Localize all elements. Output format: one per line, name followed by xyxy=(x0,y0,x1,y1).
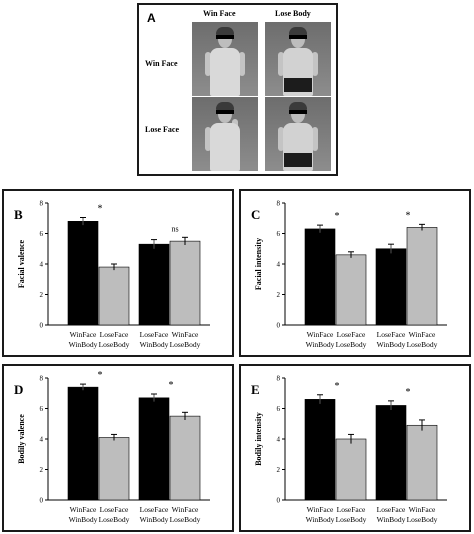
y-tick-label: 8 xyxy=(277,200,281,208)
y-tick-label: 0 xyxy=(277,322,281,330)
panel-e: E Bodily intensity 0 2 4 6 8 WinFace WinBody Lose… xyxy=(239,364,471,532)
category-label: LoseFace WinBody xyxy=(377,505,406,524)
y-tick-label: 0 xyxy=(277,497,281,505)
row-label-win-face: Win Face xyxy=(145,59,178,68)
bar xyxy=(304,399,336,501)
category-label: WinFace LoseBody xyxy=(170,330,201,349)
y-tick-label: 6 xyxy=(40,230,44,238)
y-tick-label: 4 xyxy=(277,261,281,269)
category-label: LoseFace LoseBody xyxy=(336,505,367,524)
photo-win-face-lose-body xyxy=(265,22,331,96)
bar xyxy=(335,438,367,501)
y-tick-label: 2 xyxy=(277,291,281,299)
category-label: LoseFace LoseBody xyxy=(99,330,130,349)
significance-annotation: * xyxy=(169,380,174,391)
y-tick-label: 4 xyxy=(40,261,44,269)
eye-bar-icon xyxy=(289,110,307,114)
y-tick-label: 4 xyxy=(40,436,44,444)
panel-a: A Win Face Lose Body Win Face Lose Face xyxy=(137,3,338,176)
bar xyxy=(138,243,170,326)
bar xyxy=(169,240,201,326)
bar xyxy=(375,248,407,326)
panel-c: C Facial intensity 0 2 4 6 8 WinFace WinBody Lose… xyxy=(239,189,471,357)
significance-annotation: * xyxy=(335,381,340,392)
panel-letter: B xyxy=(14,207,23,222)
category-label: WinFace WinBody xyxy=(306,330,335,349)
category-label: LoseFace WinBody xyxy=(377,330,406,349)
bar xyxy=(375,405,407,501)
panel-letter: D xyxy=(14,382,23,397)
photo-lose-face-lose-body xyxy=(265,97,331,171)
panel-letter-a: A xyxy=(147,11,156,25)
y-tick-label: 6 xyxy=(277,405,281,413)
panel-letter: E xyxy=(251,382,260,397)
y-tick-label: 2 xyxy=(277,466,281,474)
category-label: LoseFace WinBody xyxy=(140,505,169,524)
y-tick-label: 0 xyxy=(40,497,44,505)
panel-b: B Facial valence 0 2 4 6 8 WinFace WinBody LoseFa… xyxy=(2,189,234,357)
photo-lose-face-win-body xyxy=(192,97,258,171)
category-label: WinFace WinBody xyxy=(69,330,98,349)
y-tick-label: 2 xyxy=(40,466,44,474)
panel-d: D Bodily valence 0 2 4 6 8 WinFace WinBody LoseFa… xyxy=(2,364,234,532)
y-tick-label: 8 xyxy=(277,375,281,383)
bar xyxy=(67,386,99,501)
y-tick-label: 4 xyxy=(277,436,281,444)
category-label: WinFace LoseBody xyxy=(407,505,438,524)
y-tick-label: 8 xyxy=(40,200,44,208)
panel-letter: C xyxy=(251,207,260,222)
eye-bar-icon xyxy=(216,35,234,39)
category-label: WinFace LoseBody xyxy=(170,505,201,524)
category-label: WinFace LoseBody xyxy=(407,330,438,349)
category-label: LoseFace LoseBody xyxy=(99,505,130,524)
y-axis-label: Facial intensity xyxy=(254,238,263,290)
bar xyxy=(335,254,367,326)
eye-bar-icon xyxy=(216,110,234,114)
y-tick-label: 2 xyxy=(40,291,44,299)
bar xyxy=(98,266,130,326)
significance-annotation: * xyxy=(406,387,411,398)
significance-annotation: * xyxy=(406,210,411,221)
row-label-lose-face: Lose Face xyxy=(145,125,179,134)
bar xyxy=(304,228,336,326)
column-label-lose-body: Lose Body xyxy=(275,9,311,18)
y-axis-label: Facial valence xyxy=(17,239,26,288)
significance-annotation: * xyxy=(98,203,103,214)
y-tick-label: 0 xyxy=(40,322,44,330)
y-tick-label: 8 xyxy=(40,375,44,383)
bar xyxy=(67,220,99,326)
significance-annotation: ns xyxy=(171,224,178,233)
y-axis-label: Bodily valence xyxy=(17,414,26,464)
category-label: LoseFace WinBody xyxy=(140,330,169,349)
significance-annotation: * xyxy=(98,370,103,381)
category-label: WinFace WinBody xyxy=(69,505,98,524)
y-axis-label: Bodily intensity xyxy=(254,412,263,466)
column-label-win-face: Win Face xyxy=(203,9,236,18)
category-label: LoseFace LoseBody xyxy=(336,330,367,349)
significance-annotation: * xyxy=(335,211,340,222)
bar xyxy=(406,227,438,326)
y-tick-label: 6 xyxy=(40,405,44,413)
bar xyxy=(406,424,438,501)
eye-bar-icon xyxy=(289,35,307,39)
bar xyxy=(169,415,201,501)
y-tick-label: 6 xyxy=(277,230,281,238)
bar xyxy=(138,397,170,501)
category-label: WinFace WinBody xyxy=(306,505,335,524)
photo-win-face-win-body xyxy=(192,22,258,96)
bar xyxy=(98,437,130,501)
